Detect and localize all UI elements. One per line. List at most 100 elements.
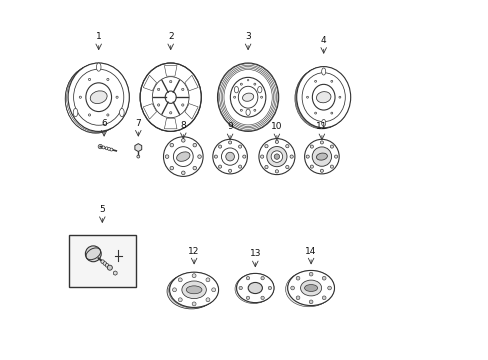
Circle shape xyxy=(163,137,203,176)
Circle shape xyxy=(246,276,249,280)
Circle shape xyxy=(305,155,308,158)
Circle shape xyxy=(181,88,183,91)
Circle shape xyxy=(242,155,245,158)
Circle shape xyxy=(322,276,325,280)
Ellipse shape xyxy=(169,272,218,307)
Bar xyxy=(301,93,304,96)
Circle shape xyxy=(88,78,90,81)
Ellipse shape xyxy=(316,153,326,160)
Circle shape xyxy=(172,288,176,292)
Circle shape xyxy=(102,146,105,149)
Ellipse shape xyxy=(235,274,272,303)
Ellipse shape xyxy=(321,68,325,75)
Ellipse shape xyxy=(165,91,176,103)
Circle shape xyxy=(205,278,209,282)
Circle shape xyxy=(289,155,293,158)
Ellipse shape xyxy=(238,86,257,108)
Circle shape xyxy=(192,274,196,278)
Circle shape xyxy=(178,298,182,302)
Circle shape xyxy=(330,112,332,114)
Circle shape xyxy=(306,96,308,98)
Ellipse shape xyxy=(68,63,129,131)
Bar xyxy=(69,235,135,287)
Polygon shape xyxy=(184,75,198,91)
Circle shape xyxy=(320,169,323,172)
Circle shape xyxy=(275,140,278,143)
Circle shape xyxy=(330,80,332,82)
Circle shape xyxy=(181,104,183,106)
Ellipse shape xyxy=(257,86,262,93)
Text: 3: 3 xyxy=(244,32,250,41)
Ellipse shape xyxy=(316,92,330,103)
Ellipse shape xyxy=(167,274,216,309)
Circle shape xyxy=(212,139,247,174)
Circle shape xyxy=(334,155,337,158)
Circle shape xyxy=(233,96,235,98)
Circle shape xyxy=(107,148,110,150)
Text: 5: 5 xyxy=(99,205,105,214)
Ellipse shape xyxy=(152,77,189,118)
Bar xyxy=(73,92,77,96)
Circle shape xyxy=(310,145,313,148)
Polygon shape xyxy=(143,75,156,91)
Circle shape xyxy=(311,147,331,166)
Circle shape xyxy=(240,83,242,85)
Polygon shape xyxy=(184,104,198,119)
Ellipse shape xyxy=(236,273,273,303)
Text: 11: 11 xyxy=(316,122,327,131)
Circle shape xyxy=(285,145,288,148)
Circle shape xyxy=(105,147,108,150)
Circle shape xyxy=(181,139,184,142)
Ellipse shape xyxy=(96,63,101,71)
Ellipse shape xyxy=(248,283,262,293)
Text: 9: 9 xyxy=(227,122,232,131)
Circle shape xyxy=(107,265,112,270)
Polygon shape xyxy=(135,144,142,152)
Circle shape xyxy=(88,114,90,116)
Text: 13: 13 xyxy=(249,249,261,258)
Ellipse shape xyxy=(312,84,334,110)
Circle shape xyxy=(170,166,173,170)
Polygon shape xyxy=(164,118,177,129)
Circle shape xyxy=(79,96,81,98)
Circle shape xyxy=(338,96,340,98)
Circle shape xyxy=(253,109,255,111)
Circle shape xyxy=(173,147,193,166)
Circle shape xyxy=(330,165,333,168)
Circle shape xyxy=(157,104,160,106)
Circle shape xyxy=(228,169,231,172)
Text: 14: 14 xyxy=(305,247,316,256)
Circle shape xyxy=(170,143,173,147)
Text: 4: 4 xyxy=(320,36,326,45)
Circle shape xyxy=(275,170,278,173)
Circle shape xyxy=(85,246,101,262)
Circle shape xyxy=(103,262,106,265)
Ellipse shape xyxy=(285,272,332,307)
Circle shape xyxy=(314,80,316,82)
Ellipse shape xyxy=(74,69,123,125)
Circle shape xyxy=(253,83,255,85)
Circle shape xyxy=(169,112,171,114)
Polygon shape xyxy=(143,104,156,119)
Circle shape xyxy=(193,143,196,147)
Circle shape xyxy=(320,141,323,144)
Circle shape xyxy=(106,114,109,116)
Circle shape xyxy=(178,278,182,282)
Text: 1: 1 xyxy=(96,32,102,41)
Ellipse shape xyxy=(90,91,107,104)
Ellipse shape xyxy=(302,73,345,122)
Circle shape xyxy=(308,300,312,304)
Circle shape xyxy=(193,166,196,170)
Ellipse shape xyxy=(182,281,206,298)
Circle shape xyxy=(239,286,242,290)
Circle shape xyxy=(314,112,316,114)
Circle shape xyxy=(266,147,286,167)
Circle shape xyxy=(290,286,294,290)
Text: 10: 10 xyxy=(270,122,282,131)
Circle shape xyxy=(116,96,118,98)
Circle shape xyxy=(98,144,102,149)
Text: 8: 8 xyxy=(180,121,186,130)
Circle shape xyxy=(205,298,209,302)
Circle shape xyxy=(106,78,109,81)
Ellipse shape xyxy=(167,273,216,309)
